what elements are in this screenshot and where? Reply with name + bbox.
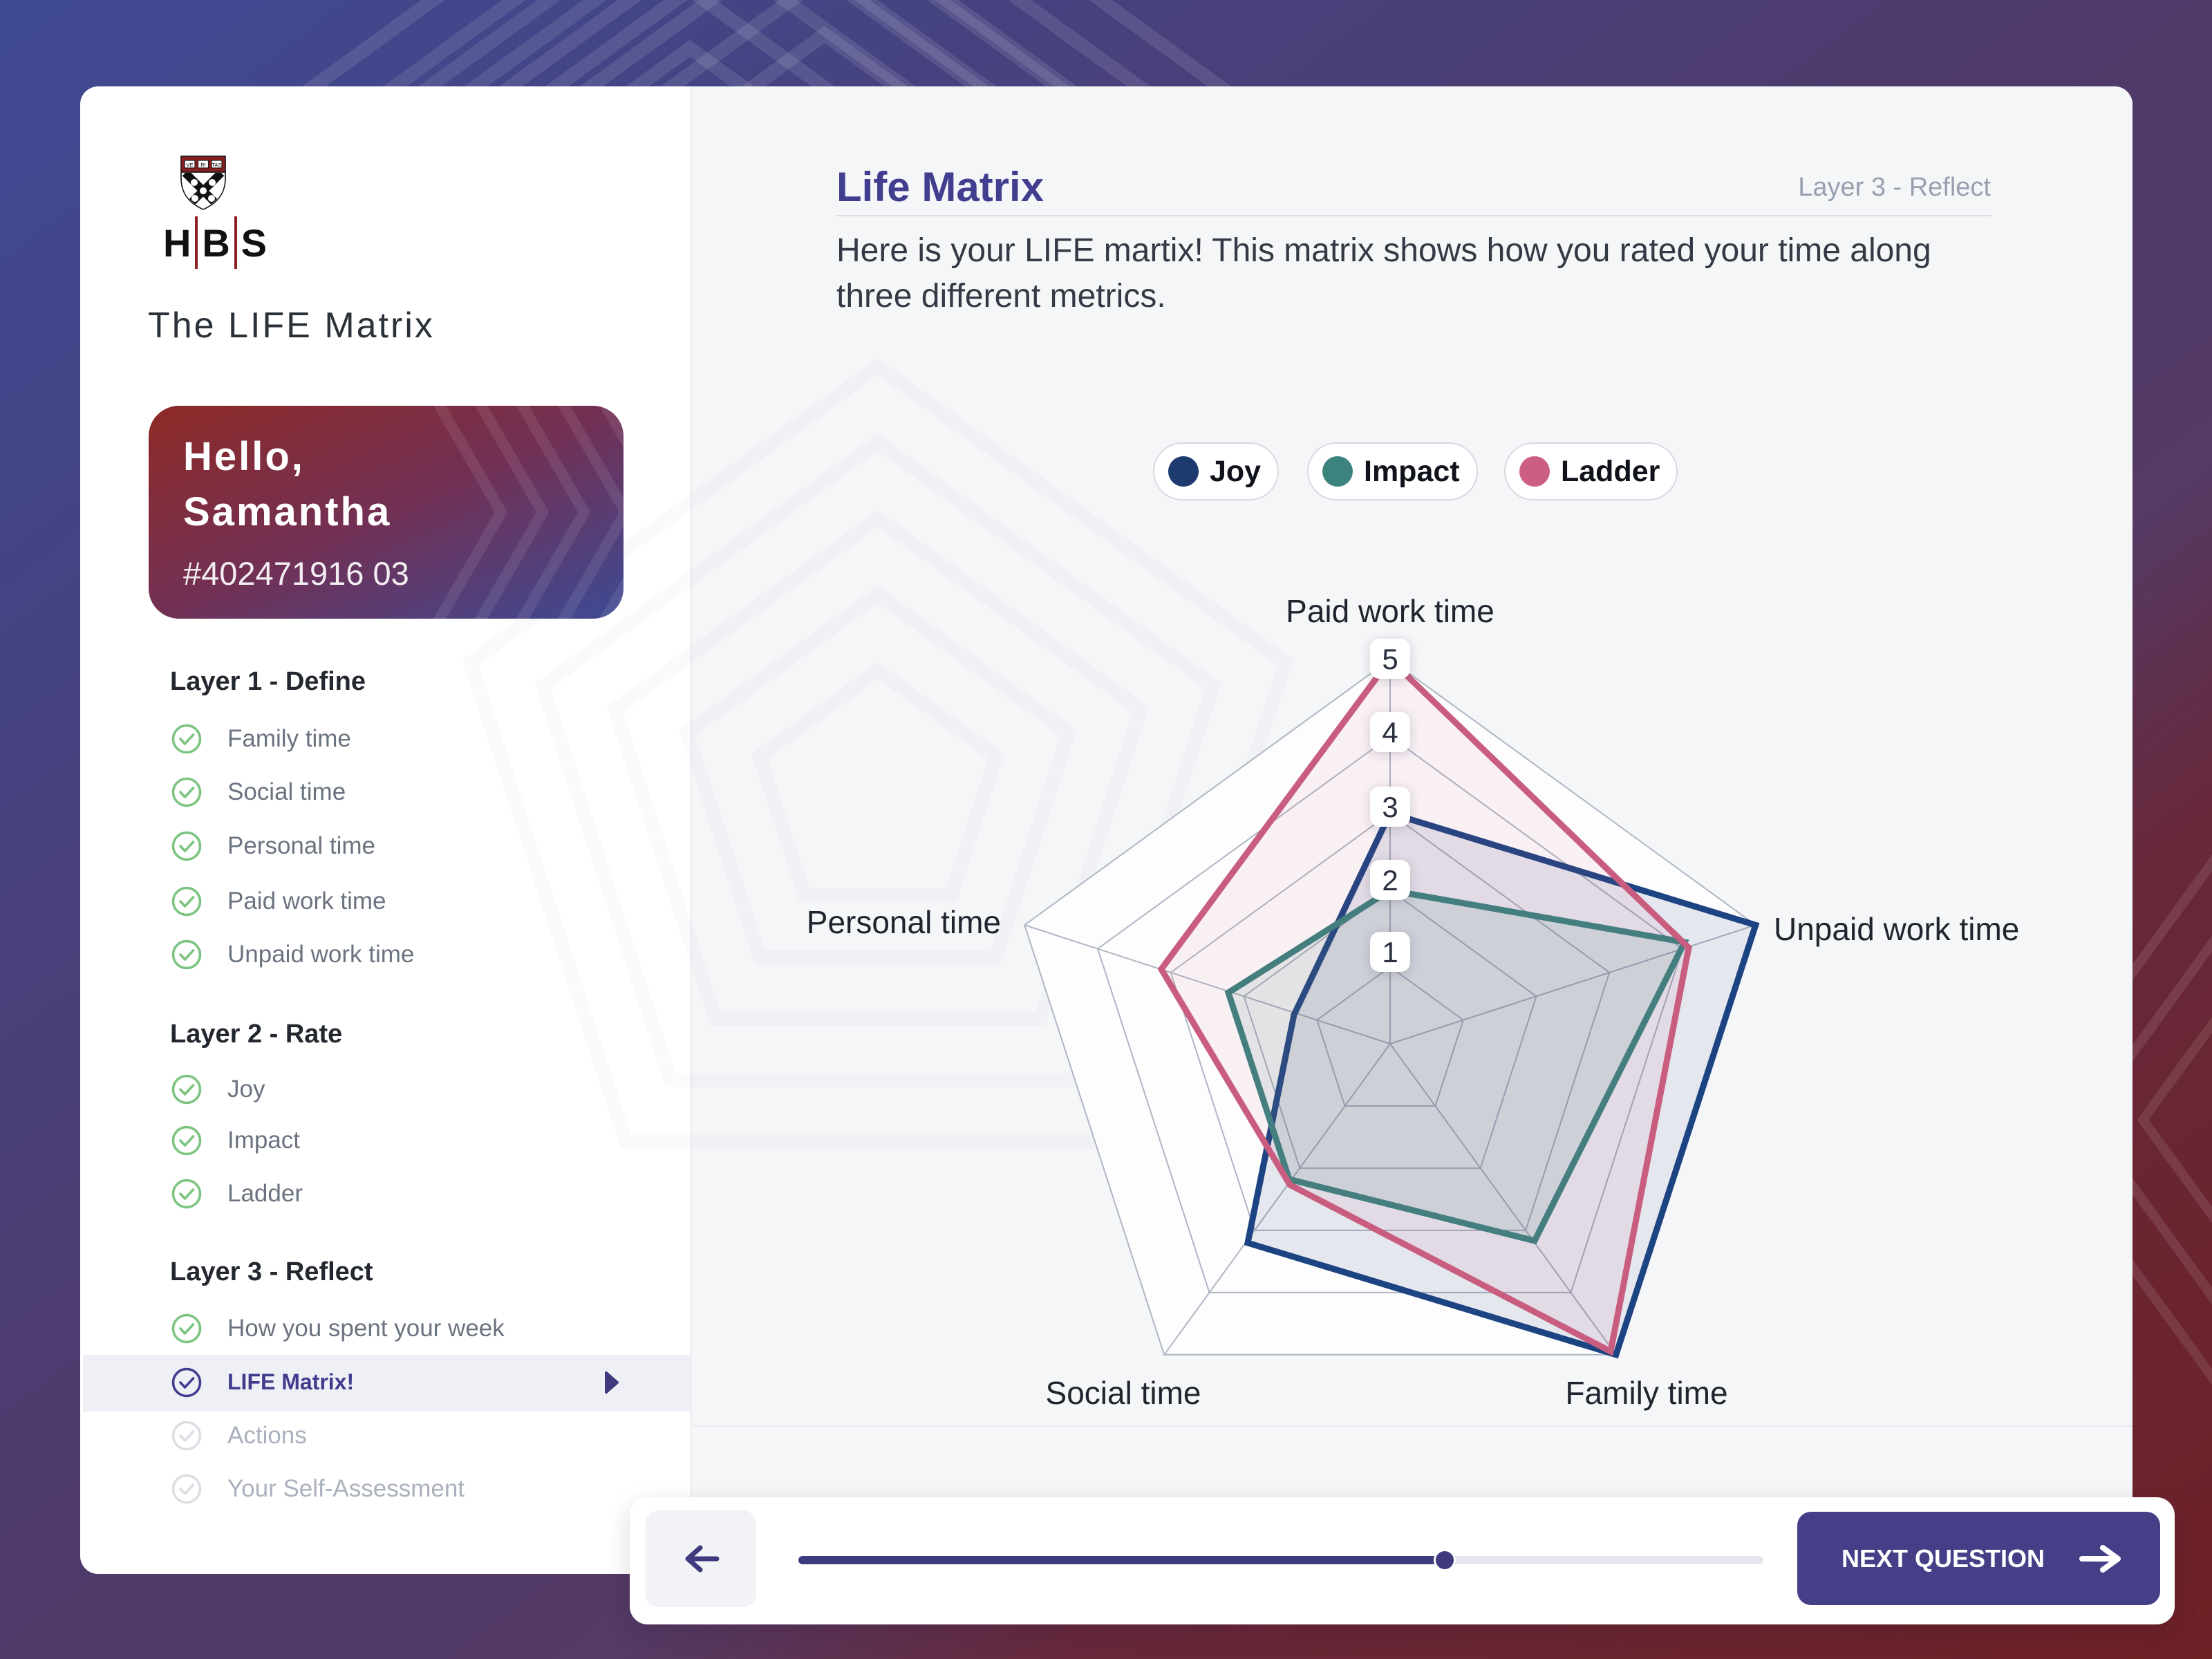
svg-text:1: 1 [1382,936,1398,968]
svg-text:TAS: TAS [212,162,221,168]
svg-text:5: 5 [1382,643,1398,675]
svg-text:VE: VE [186,162,193,168]
svg-text:2: 2 [1382,864,1398,897]
svg-text:Personal time: Personal time [807,904,1001,940]
svg-text:3: 3 [1382,791,1398,823]
svg-text:4: 4 [1382,716,1398,749]
svg-text:Social time: Social time [1046,1375,1201,1411]
svg-text:Family time: Family time [1565,1375,1727,1411]
svg-text:RI: RI [200,162,206,168]
svg-text:Unpaid work time: Unpaid work time [1774,911,2019,947]
svg-text:Paid work time: Paid work time [1286,593,1494,629]
